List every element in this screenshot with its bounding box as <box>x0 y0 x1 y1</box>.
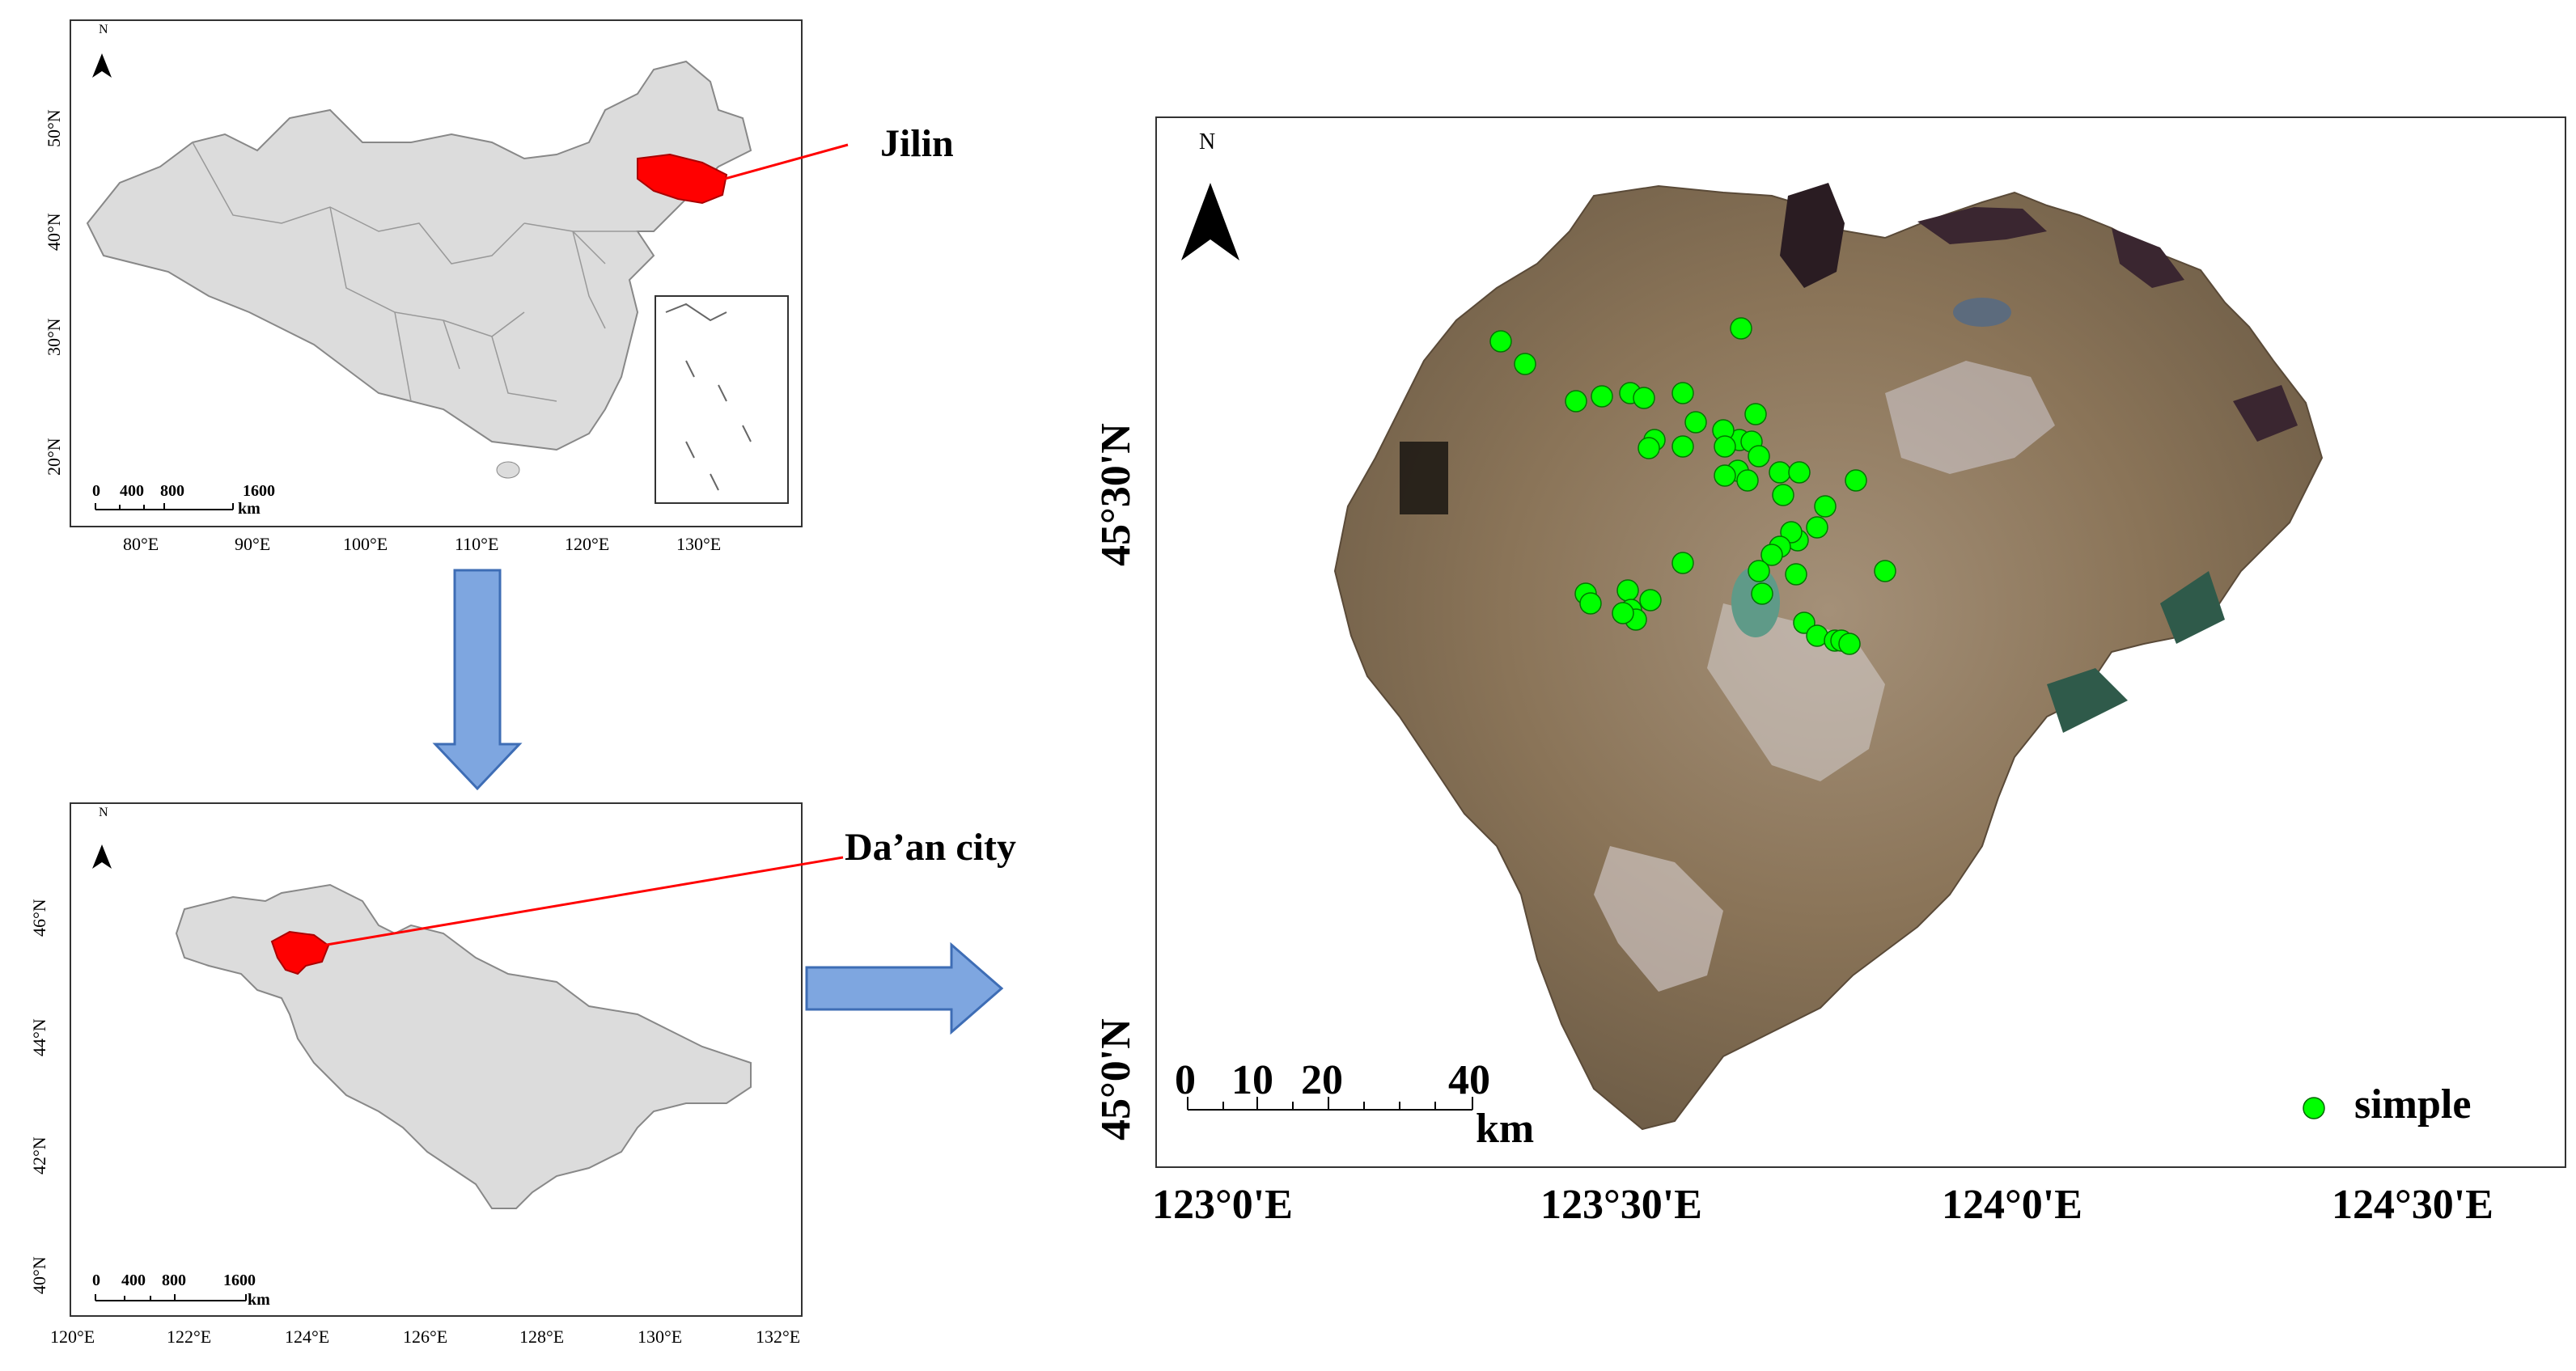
sample-point <box>1489 330 1512 353</box>
daan-map-panel: N 0 10 20 40 km simple <box>1155 116 2566 1168</box>
lat-label: 42°N <box>29 1136 49 1174</box>
scale-number: 800 <box>162 1272 186 1289</box>
lon-label: 110°E <box>455 534 499 554</box>
legend-label: simple <box>2354 1081 2472 1128</box>
lon-label: 130°E <box>638 1327 683 1347</box>
lon-label: 130°E <box>676 534 722 554</box>
sample-point <box>1845 469 1867 492</box>
lat-label: 40°N <box>29 1256 49 1294</box>
sample-point <box>1612 602 1634 624</box>
lon-label: 90°E <box>235 534 271 554</box>
callout-daan: Da’an city <box>845 826 1016 869</box>
lon-label: 80°E <box>123 534 159 554</box>
sample-point <box>1638 437 1660 459</box>
north-label-jilin: N <box>99 806 108 819</box>
lat-label: 50°N <box>44 109 64 147</box>
sample-point <box>1744 403 1767 425</box>
lon-label: 124°E <box>285 1327 330 1347</box>
sample-points <box>1489 317 1896 655</box>
sample-point <box>1748 445 1770 468</box>
lon-label: 122°E <box>167 1327 212 1347</box>
lon-label: 124°0'E <box>1942 1182 2082 1228</box>
sample-point <box>1736 469 1759 492</box>
legend-sample-dot <box>2303 1097 2325 1119</box>
scale-number: 1600 <box>223 1272 256 1289</box>
china-outline <box>86 60 752 451</box>
right-arrow-icon <box>805 942 1004 1035</box>
jilin-map-svg <box>92 844 844 1301</box>
sample-point <box>1769 461 1791 484</box>
sample-point <box>1616 579 1639 602</box>
sample-point <box>1671 435 1694 458</box>
lat-label: 45°30'N <box>1093 423 1139 566</box>
scale-number: 0 <box>1175 1057 1196 1103</box>
lon-label: 123°30'E <box>1540 1182 1702 1228</box>
scale-unit: km <box>238 500 261 518</box>
sample-point <box>1785 563 1807 586</box>
sample-point <box>1760 544 1783 566</box>
scale-number: 0 <box>92 1272 100 1289</box>
sample-point <box>1751 582 1773 605</box>
scale-number: 800 <box>160 482 184 500</box>
sample-point <box>1639 589 1662 611</box>
sample-point <box>1684 411 1707 434</box>
scale-number: 400 <box>121 1272 146 1289</box>
lon-label: 124°30'E <box>2332 1182 2493 1228</box>
north-arrow-icon-jilin <box>92 844 112 869</box>
north-label-china: N <box>99 23 108 36</box>
sample-point <box>1671 552 1694 574</box>
sample-point <box>1671 382 1694 404</box>
lon-label: 120°E <box>50 1327 95 1347</box>
daan-map-svg <box>1181 183 2325 1131</box>
scale-number: 1600 <box>243 482 275 500</box>
north-arrow-icon-daan <box>1181 183 1239 260</box>
scale-unit: km <box>1476 1106 1535 1152</box>
scale-number: 0 <box>92 482 100 500</box>
china-map-svg <box>86 53 849 510</box>
sample-point <box>1591 385 1613 408</box>
scale-number: 10 <box>1231 1057 1273 1103</box>
down-arrow-icon <box>432 569 523 791</box>
sample-point <box>1814 495 1837 518</box>
lat-label: 30°N <box>44 318 64 356</box>
lon-label: 123°0'E <box>1152 1182 1293 1228</box>
china-map-panel: N 0 400 800 1600 km <box>70 19 849 527</box>
sample-point <box>1748 560 1770 582</box>
scale-number: 400 <box>120 482 144 500</box>
callout-jilin: Jilin <box>880 122 954 165</box>
sample-point <box>1579 592 1602 615</box>
sample-point <box>1714 435 1736 458</box>
jilin-map-panel: N 0 400 800 1600 km <box>70 802 844 1317</box>
sample-point <box>1772 484 1794 506</box>
sample-point <box>1714 464 1736 487</box>
sample-point <box>1788 461 1811 484</box>
sample-point <box>1730 317 1752 340</box>
sample-point <box>1838 633 1861 655</box>
lat-label: 46°N <box>29 899 49 937</box>
daan-highlight <box>270 930 330 975</box>
lat-label: 45°0'N <box>1093 1018 1139 1140</box>
lat-label: 44°N <box>29 1018 49 1056</box>
sample-point <box>1874 560 1896 582</box>
lon-label: 132°E <box>756 1327 801 1347</box>
sample-point <box>1806 516 1828 539</box>
sample-point <box>1565 390 1587 413</box>
north-arrow-icon-china <box>92 53 112 78</box>
lon-label: 120°E <box>565 534 610 554</box>
scale-number: 40 <box>1448 1057 1490 1103</box>
jilin-highlight <box>637 153 728 205</box>
jilin-outline <box>175 883 752 1209</box>
lon-label: 128°E <box>519 1327 565 1347</box>
lat-label: 40°N <box>44 213 64 251</box>
lon-label: 100°E <box>343 534 388 554</box>
sample-point <box>1514 353 1536 375</box>
lon-label: 126°E <box>403 1327 448 1347</box>
scale-unit: km <box>248 1291 270 1309</box>
sample-point <box>1633 387 1655 409</box>
lat-label: 20°N <box>44 438 64 476</box>
south-china-sea-inset <box>655 295 789 504</box>
north-label-daan: N <box>1199 129 1216 154</box>
scale-number: 20 <box>1301 1057 1343 1103</box>
